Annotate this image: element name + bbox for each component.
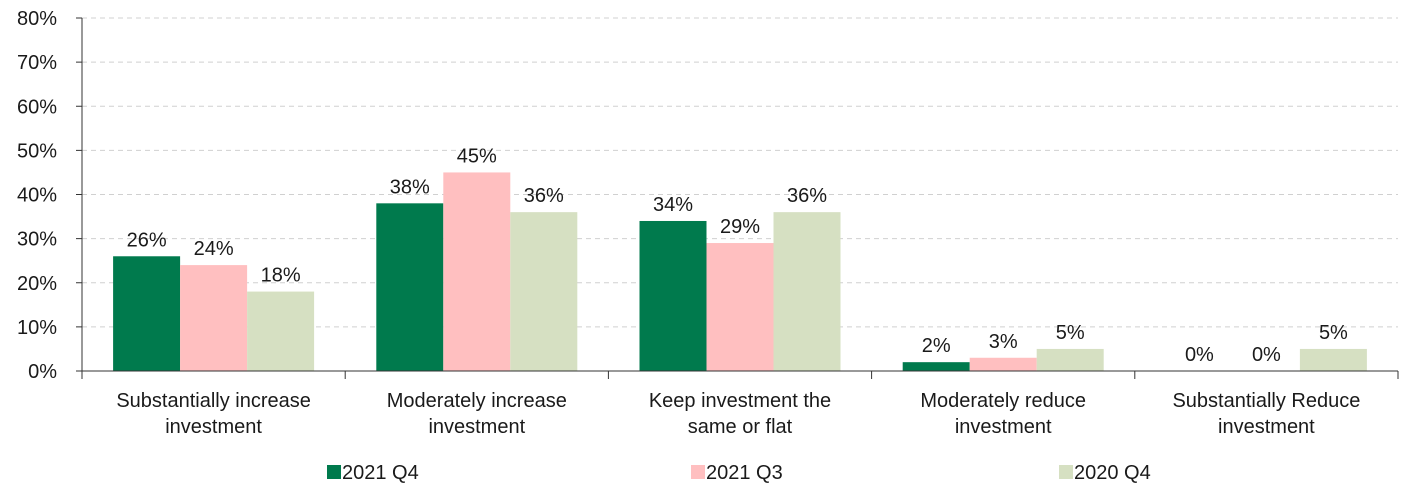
- bar-2021-q3: [969, 357, 1037, 371]
- bar-2020-q4: [773, 212, 841, 371]
- y-tick-label: 0%: [28, 361, 57, 383]
- y-tick-label: 20%: [17, 273, 57, 295]
- x-category-label: same or flat: [688, 416, 793, 438]
- bar-2020-q4: [1036, 348, 1104, 371]
- bar-2021-q3: [706, 243, 774, 371]
- legend-label: 2021 Q3: [706, 462, 783, 484]
- bar-2021-q4: [639, 220, 707, 371]
- bar-2021-q3: [443, 172, 511, 371]
- x-category-label: investment: [1218, 416, 1315, 438]
- y-tick-label: 10%: [17, 317, 57, 339]
- x-category-label: investment: [955, 416, 1052, 438]
- x-category-label: investment: [428, 416, 525, 438]
- y-tick-label: 60%: [17, 96, 57, 118]
- legend-label: 2021 Q4: [342, 462, 419, 484]
- x-category-label: Keep investment the: [649, 390, 831, 412]
- y-tick-label: 30%: [17, 229, 57, 251]
- bar-2021-q4: [113, 256, 181, 371]
- data-label: 2%: [922, 335, 951, 357]
- data-label: 24%: [194, 238, 234, 260]
- bar-2020-q4: [1299, 348, 1367, 371]
- legend-label: 2020 Q4: [1074, 462, 1151, 484]
- legend-swatch: [1059, 465, 1073, 479]
- data-label: 5%: [1056, 322, 1085, 344]
- legend-swatch: [691, 465, 705, 479]
- bar-2020-q4: [247, 291, 315, 371]
- data-label: 5%: [1319, 322, 1348, 344]
- legend: 2021 Q4 2021 Q3 2020 Q4: [327, 462, 1151, 484]
- y-axis: 0% 10% 20% 30% 40% 50% 60% 70% 80%: [17, 8, 83, 383]
- bars: [113, 172, 1367, 371]
- bar-2021-q4: [376, 203, 444, 371]
- bar-2021-q3: [180, 265, 248, 371]
- data-label: 29%: [720, 216, 760, 238]
- x-category-label: Substantially Reduce: [1172, 390, 1360, 412]
- x-axis: Substantially increase investment Moderate…: [81, 370, 1399, 438]
- data-label: 38%: [390, 176, 430, 198]
- x-category-label: Moderately reduce: [920, 390, 1086, 412]
- y-tick-label: 40%: [17, 185, 57, 207]
- data-labels: 26% 24% 18% 38% 45% 36% 34% 29% 36% 2% 3% 5% 0% 0% 5%: [127, 145, 1348, 366]
- bar-2021-q4: [902, 362, 970, 371]
- data-label: 18%: [261, 265, 301, 287]
- data-label: 36%: [787, 185, 827, 207]
- data-label: 45%: [457, 145, 497, 167]
- y-tick-label: 70%: [17, 52, 57, 74]
- x-category-label: investment: [165, 416, 262, 438]
- data-label: 34%: [653, 194, 693, 216]
- data-label: 3%: [989, 331, 1018, 353]
- data-label: 0%: [1252, 344, 1281, 366]
- y-tick-label: 50%: [17, 140, 57, 162]
- data-label: 26%: [127, 229, 167, 251]
- data-label: 36%: [524, 185, 564, 207]
- bar-2020-q4: [510, 212, 578, 371]
- x-category-label: Moderately increase: [387, 390, 567, 412]
- y-tick-label: 80%: [17, 8, 57, 30]
- data-label: 0%: [1185, 344, 1214, 366]
- legend-swatch: [327, 465, 341, 479]
- x-category-label: Substantially increase: [116, 390, 311, 412]
